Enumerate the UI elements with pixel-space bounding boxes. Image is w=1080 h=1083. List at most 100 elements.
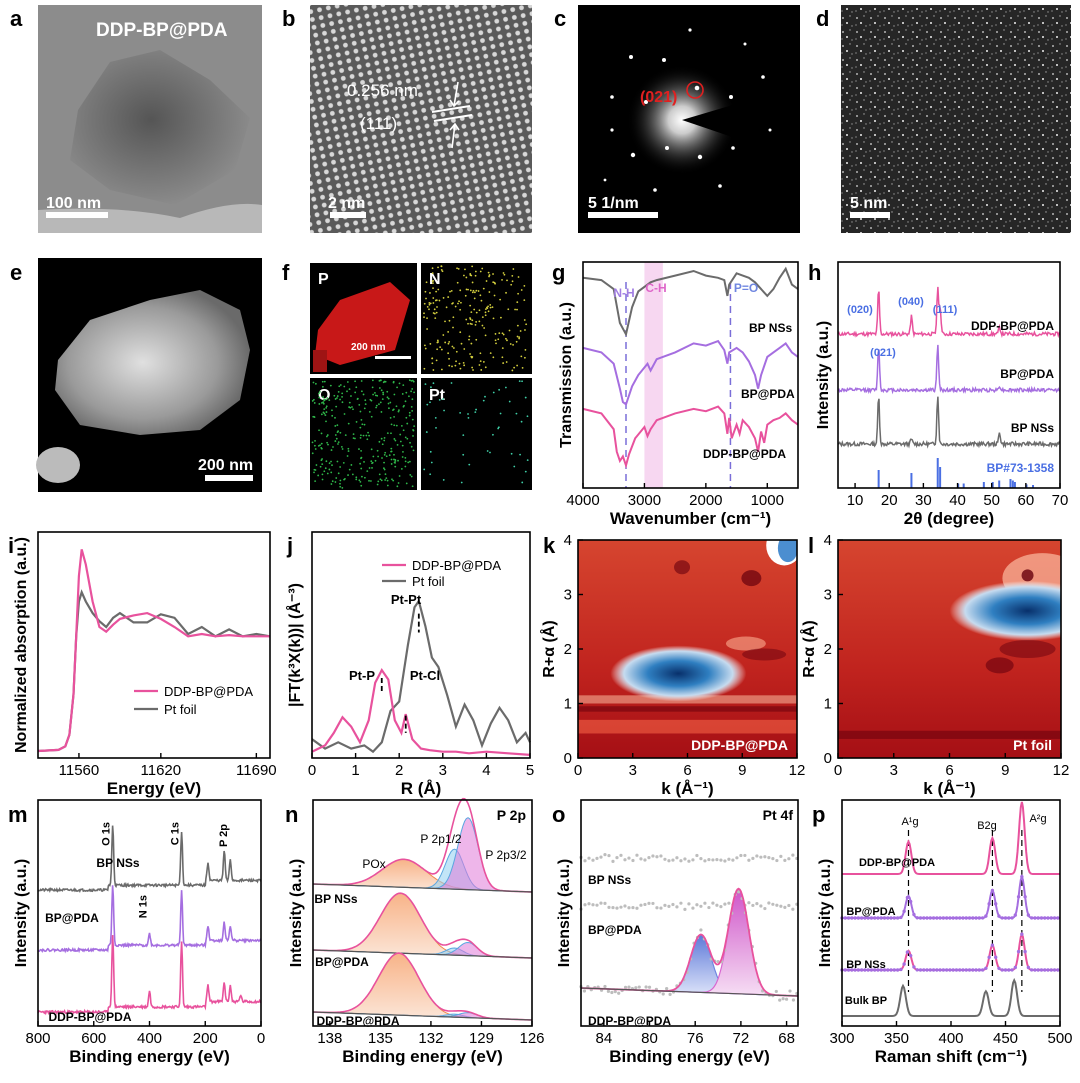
eds-dot bbox=[397, 459, 399, 462]
scale-label-d: 5 nm bbox=[850, 195, 887, 212]
series-label-bpns: BP NSs bbox=[314, 892, 357, 906]
eds-dot bbox=[313, 468, 316, 471]
eds-dot bbox=[452, 302, 454, 304]
data-point bbox=[655, 906, 659, 910]
x-tick-label: 12 bbox=[789, 762, 806, 779]
eds-dot bbox=[459, 331, 462, 334]
raman-point bbox=[869, 968, 874, 972]
series-label-bppda: BP@PDA bbox=[1000, 367, 1054, 381]
eds-dot bbox=[462, 361, 465, 364]
scale-label-f: 200 nm bbox=[351, 342, 386, 353]
eds-dot bbox=[335, 437, 338, 440]
eds-dot bbox=[463, 364, 466, 367]
eds-dot bbox=[408, 395, 410, 398]
eds-dot bbox=[325, 405, 328, 408]
raman-point bbox=[846, 916, 851, 920]
eds-dot bbox=[366, 438, 369, 441]
raman-point bbox=[1029, 916, 1034, 920]
eds-dot bbox=[390, 432, 392, 435]
eds-dot bbox=[516, 324, 519, 327]
x-tick-label: 10 bbox=[847, 492, 864, 509]
panel-i: i 11560 11620 11690 Energy (eV) Normalized a… bbox=[8, 531, 277, 798]
legend-label-ddp: DDP-BP@PDA bbox=[412, 558, 501, 573]
eds-dot bbox=[314, 439, 316, 442]
data-point bbox=[635, 853, 639, 857]
data-point bbox=[703, 859, 707, 863]
eds-dot bbox=[406, 422, 409, 425]
data-point bbox=[619, 905, 623, 909]
data-point bbox=[715, 903, 719, 907]
raman-point bbox=[873, 916, 877, 920]
eds-dot bbox=[442, 398, 444, 400]
data-point bbox=[643, 858, 647, 862]
eds-dot bbox=[487, 310, 490, 313]
eds-dot bbox=[519, 453, 521, 456]
scale-bar-f bbox=[375, 356, 411, 359]
data-point bbox=[599, 901, 603, 905]
xanes-ddp bbox=[37, 549, 270, 753]
eds-dot bbox=[331, 480, 334, 483]
eds-dot bbox=[392, 380, 395, 383]
eds-dot bbox=[339, 466, 342, 468]
raman-point bbox=[1000, 968, 1004, 972]
raman-point bbox=[863, 968, 867, 972]
eds-dot bbox=[506, 339, 508, 342]
eds-dot bbox=[334, 434, 337, 436]
data-point bbox=[699, 904, 703, 908]
data-point bbox=[599, 855, 603, 859]
series-label-bppda: BP@PDA bbox=[588, 923, 642, 937]
eds-dot bbox=[389, 417, 392, 419]
raman-point bbox=[1013, 913, 1018, 917]
eds-dot bbox=[436, 306, 438, 308]
data-point bbox=[671, 858, 675, 862]
eds-dot bbox=[410, 475, 413, 478]
eds-dot bbox=[506, 279, 508, 282]
eds-dot bbox=[377, 480, 380, 483]
x-axis-label: Binding energy (eV) bbox=[342, 1047, 503, 1066]
eds-dot bbox=[328, 462, 331, 465]
eds-dot bbox=[351, 406, 353, 408]
eds-dot bbox=[448, 319, 451, 322]
eds-dot bbox=[360, 456, 363, 459]
data-point bbox=[611, 905, 615, 910]
y-axis-label: Intensity (a.u.) bbox=[815, 321, 832, 429]
image-label-a: DDP-BP@PDA bbox=[96, 20, 228, 41]
eds-dot bbox=[501, 332, 504, 335]
x-tick-label: 0 bbox=[834, 762, 842, 779]
eds-dot bbox=[363, 476, 366, 479]
eds-dot bbox=[432, 302, 435, 304]
raman-point bbox=[922, 968, 926, 972]
eds-dot bbox=[516, 364, 519, 367]
data-point bbox=[631, 858, 635, 863]
eds-dot bbox=[320, 459, 323, 462]
x-tick-label: 70 bbox=[1052, 492, 1069, 509]
raman-point bbox=[1023, 895, 1027, 899]
eds-dot bbox=[428, 303, 431, 306]
data-point bbox=[699, 857, 703, 861]
heatmap-blob bbox=[777, 540, 797, 563]
eds-dot bbox=[311, 400, 314, 402]
data-point bbox=[791, 853, 795, 857]
eds-dot bbox=[486, 450, 489, 452]
x-axis-label: R (Å) bbox=[401, 779, 442, 798]
eds-dot bbox=[428, 302, 431, 304]
data-point bbox=[771, 856, 775, 861]
panel-m: m 800 600 400 200 0 Binding energy (eV) Intens… bbox=[8, 799, 265, 1066]
data-point bbox=[751, 856, 755, 860]
arrow-top bbox=[449, 81, 460, 108]
eds-dot bbox=[459, 308, 462, 311]
x-tick-label: 9 bbox=[1001, 762, 1009, 779]
eds-dot bbox=[327, 443, 329, 446]
eds-dot bbox=[471, 281, 474, 284]
panel-letter-b: b bbox=[282, 6, 295, 31]
eds-dot bbox=[429, 473, 432, 476]
eds-dot bbox=[524, 396, 527, 399]
eds-dot bbox=[401, 444, 404, 447]
eds-dot bbox=[410, 379, 413, 382]
panel-letter-g: g bbox=[552, 260, 565, 285]
eds-dot bbox=[355, 386, 358, 389]
data-point bbox=[655, 855, 659, 859]
eds-dot bbox=[384, 451, 387, 454]
eds-dot bbox=[480, 369, 483, 371]
